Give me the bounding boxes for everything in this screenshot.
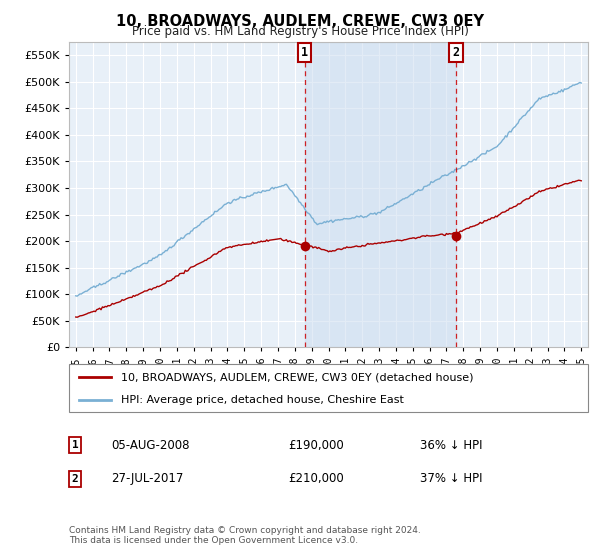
Text: 2: 2 [452, 46, 460, 59]
Text: Contains HM Land Registry data © Crown copyright and database right 2024.: Contains HM Land Registry data © Crown c… [69, 526, 421, 535]
Text: This data is licensed under the Open Government Licence v3.0.: This data is licensed under the Open Gov… [69, 536, 358, 545]
Text: 36% ↓ HPI: 36% ↓ HPI [420, 438, 482, 452]
Text: 37% ↓ HPI: 37% ↓ HPI [420, 472, 482, 486]
Bar [305, 42, 456, 347]
Text: 27-JUL-2017: 27-JUL-2017 [111, 472, 184, 486]
Text: 2: 2 [71, 474, 79, 484]
Text: 10, BROADWAYS, AUDLEM, CREWE, CW3 0EY (detached house): 10, BROADWAYS, AUDLEM, CREWE, CW3 0EY (d… [121, 372, 473, 382]
Text: 10, BROADWAYS, AUDLEM, CREWE, CW3 0EY: 10, BROADWAYS, AUDLEM, CREWE, CW3 0EY [116, 14, 484, 29]
Text: £210,000: £210,000 [288, 472, 344, 486]
Text: HPI: Average price, detached house, Cheshire East: HPI: Average price, detached house, Ches… [121, 395, 404, 405]
Text: Price paid vs. HM Land Registry's House Price Index (HPI): Price paid vs. HM Land Registry's House … [131, 25, 469, 38]
Text: £190,000: £190,000 [288, 438, 344, 452]
FancyBboxPatch shape [69, 364, 588, 412]
Text: 05-AUG-2008: 05-AUG-2008 [111, 438, 190, 452]
Text: 1: 1 [301, 46, 308, 59]
Text: 1: 1 [71, 440, 79, 450]
